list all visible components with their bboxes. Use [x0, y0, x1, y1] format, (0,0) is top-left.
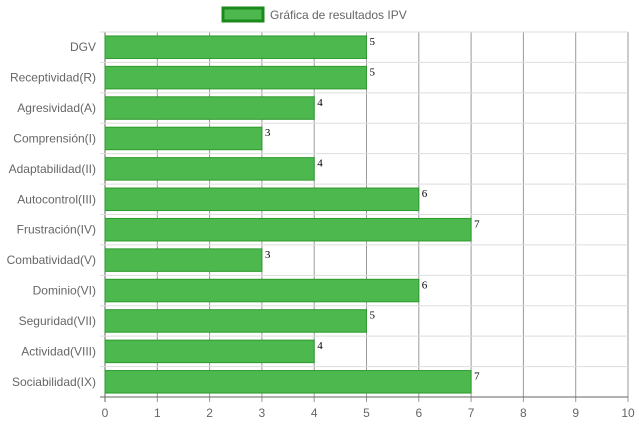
legend-swatch[interactable]	[221, 6, 265, 23]
bar[interactable]	[104, 157, 315, 181]
category-label: Dominio(VI)	[33, 284, 96, 298]
bar[interactable]	[104, 217, 472, 242]
x-tick-label: 1	[154, 406, 161, 420]
bar[interactable]	[104, 278, 420, 303]
x-tick-label: 2	[206, 406, 213, 420]
bars: 5 5 4 3 4 6 7 3 6 5 4 7	[104, 35, 480, 394]
bar[interactable]	[104, 96, 315, 120]
x-tick-label: 10	[621, 406, 635, 420]
axes: DGV Receptividad(R) Agresividad(A) Comprens…	[7, 40, 635, 420]
bar[interactable]	[104, 339, 315, 364]
data-label: 3	[265, 127, 271, 139]
bar[interactable]	[104, 309, 367, 333]
x-tick-label: 9	[572, 406, 579, 420]
x-tick-label: 5	[363, 406, 370, 420]
data-label: 3	[265, 249, 271, 261]
category-label: Autocontrol(III)	[17, 192, 96, 206]
legend[interactable]: Gráfica de resultados IPV	[221, 6, 407, 23]
data-label: 7	[474, 371, 480, 383]
x-tick-label: 8	[520, 406, 527, 420]
bar[interactable]	[104, 126, 263, 151]
category-label: Frustración(IV)	[17, 223, 96, 237]
data-label: 4	[317, 158, 323, 170]
x-tick-label: 0	[102, 406, 109, 420]
data-label: 4	[317, 340, 323, 352]
category-label: Seguridad(VII)	[19, 314, 96, 328]
category-label: Receptividad(R)	[10, 71, 96, 85]
bar[interactable]	[104, 248, 263, 272]
category-label: Adaptabilidad(II)	[9, 162, 96, 176]
bar[interactable]	[104, 370, 472, 394]
data-label: 5	[370, 36, 376, 48]
category-label: Agresividad(A)	[17, 101, 96, 115]
bar[interactable]	[104, 65, 367, 90]
category-label: Comprensión(I)	[13, 131, 96, 145]
category-label: Sociabilidad(IX)	[12, 375, 96, 389]
data-label: 7	[474, 218, 480, 230]
data-label: 5	[370, 310, 376, 322]
bar[interactable]	[104, 187, 420, 212]
legend-label[interactable]: Gráfica de resultados IPV	[270, 8, 407, 22]
x-tick-label: 4	[311, 406, 318, 420]
x-tick-label: 7	[468, 406, 475, 420]
x-tick-label: 6	[415, 406, 422, 420]
x-tick-label: 3	[259, 406, 266, 420]
category-label: Combatividad(V)	[7, 253, 96, 267]
data-label: 5	[370, 66, 376, 78]
grid-lines	[100, 31, 629, 402]
data-label: 6	[422, 188, 428, 200]
category-label: DGV	[70, 40, 96, 54]
bar[interactable]	[104, 35, 367, 59]
category-label: Actividad(VIII)	[21, 344, 96, 358]
data-label: 6	[422, 279, 428, 291]
data-label: 4	[317, 97, 323, 109]
